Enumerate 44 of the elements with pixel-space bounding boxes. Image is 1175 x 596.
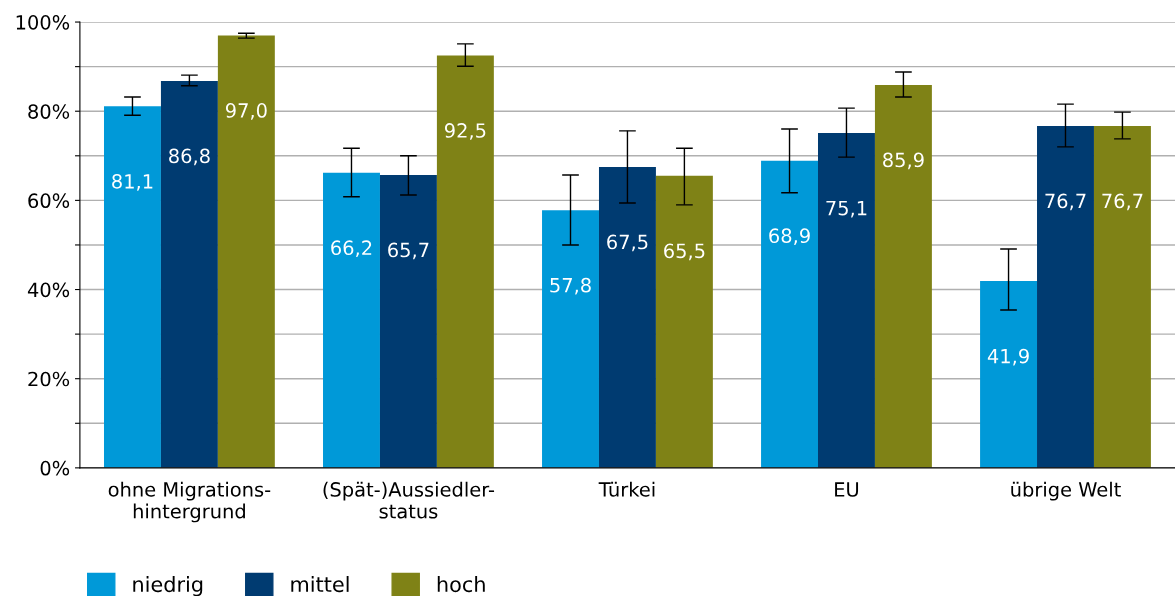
data-label: 85,9	[883, 152, 924, 170]
legend-label: mittel	[291, 576, 349, 593]
y-tick-label: 100%	[16, 15, 70, 30]
data-label: 66,2	[331, 240, 372, 258]
y-tick-label: 20%	[28, 371, 70, 387]
bar	[1093, 125, 1151, 468]
bar	[980, 281, 1038, 468]
data-label: 65,5	[664, 243, 705, 261]
x-tick-label: Türkei	[598, 481, 655, 497]
y-tick-label: 80%	[28, 104, 70, 119]
bar	[217, 35, 275, 468]
x-tick-label: EU	[835, 482, 859, 497]
x-tick-label: ohne Migrations- hintergrund	[108, 481, 271, 523]
x-tick-label: übrige Welt	[1011, 481, 1121, 501]
legend-label: niedrig	[133, 576, 203, 596]
data-label: 41,9	[987, 348, 1029, 366]
bar	[160, 80, 218, 468]
data-label: 68,9	[769, 228, 810, 246]
bar	[655, 175, 713, 468]
bar	[818, 133, 875, 468]
legend-label: hoch	[437, 576, 485, 593]
data-label: 76,7	[1045, 193, 1086, 211]
data-label: 75,1	[826, 200, 867, 218]
bar	[323, 172, 380, 468]
x-tick-label: (Spät-)Aussiedler- status	[323, 481, 495, 519]
bar	[1037, 125, 1094, 468]
bar	[542, 210, 599, 468]
data-label: 57,8	[550, 277, 591, 295]
bar	[874, 84, 932, 468]
data-label: 92,5	[444, 123, 486, 140]
bar	[761, 160, 818, 468]
bar	[379, 174, 437, 468]
y-tick-label: 0%	[40, 460, 70, 476]
data-label: 67,5	[607, 234, 648, 252]
data-label: 81,1	[112, 173, 153, 191]
data-label: 76,7	[1102, 193, 1143, 211]
bar	[598, 166, 656, 468]
data-label: 97,0	[225, 103, 267, 120]
data-label: 86,8	[169, 148, 210, 166]
bar	[103, 106, 161, 468]
y-tick-label: 40%	[27, 282, 70, 298]
y-tick-label: 60%	[28, 193, 70, 209]
data-label: 65,7	[388, 242, 429, 260]
bar	[436, 55, 494, 468]
